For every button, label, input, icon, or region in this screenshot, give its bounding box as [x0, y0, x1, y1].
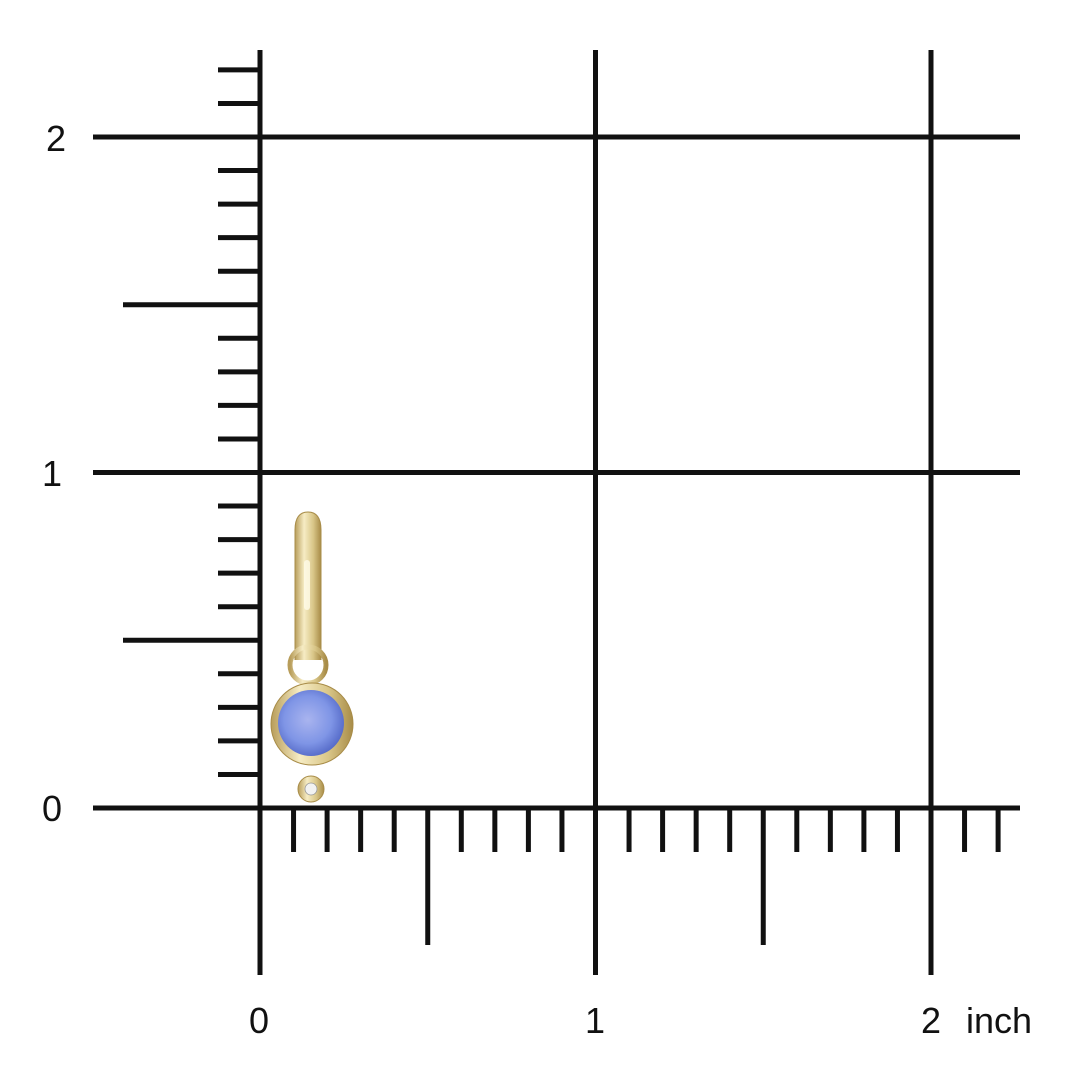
x-label-2: 2 [921, 1000, 942, 1041]
gemstone [278, 690, 344, 756]
hoop [294, 511, 322, 660]
y-label-0: 0 [42, 788, 63, 829]
y-label-2: 2 [46, 118, 67, 159]
y-label-1: 1 [42, 453, 63, 494]
unit-label: inch [966, 1000, 1033, 1041]
diamond [304, 782, 318, 796]
x-label-0: 0 [249, 1000, 270, 1041]
x-label-1: 1 [585, 1000, 606, 1041]
